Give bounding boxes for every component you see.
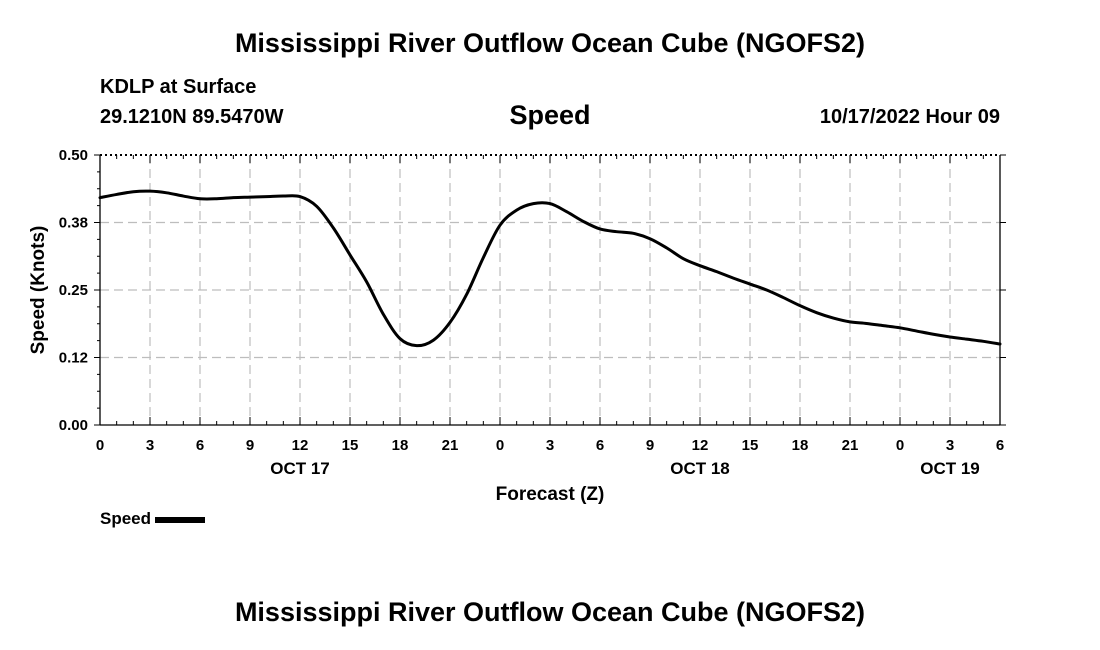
y-axis-label: Speed (Knots) [28, 226, 49, 355]
x-tick-label: 12 [692, 437, 709, 454]
x-tick-label: 9 [246, 437, 254, 454]
series-layer [98, 189, 1002, 348]
legend-swatch-speed [155, 517, 206, 523]
x-tick-label: 3 [546, 437, 554, 454]
y-tick-label: 0.25 [59, 282, 88, 299]
x-tick-label: 6 [996, 437, 1004, 454]
x-tick-label: 6 [596, 437, 604, 454]
x-tick-label: 3 [946, 437, 954, 454]
x-tick-label: 9 [646, 437, 654, 454]
x-tick-label: 0 [496, 437, 504, 454]
y-tick-label: 0.12 [59, 350, 88, 367]
station-label: KDLP at Surface [100, 76, 257, 98]
x-axis-label: Forecast (Z) [496, 484, 605, 505]
x-tick-label: 6 [196, 437, 204, 454]
variable-title: Speed [509, 100, 591, 130]
forecast-datetime: 10/17/2022 Hour 09 [819, 106, 1000, 128]
x-tick-label: 21 [442, 437, 459, 454]
tick-labels: 0 3 6 9 12 15 18 21 0 3 6 9 12 15 18 21 0 3 6 0.00 0.12 0.25 0… [59, 147, 1004, 478]
legend: Speed [100, 509, 206, 529]
x-tick-label: 18 [792, 437, 809, 454]
date-label: OCT 17 [270, 459, 330, 478]
x-tick-label: 18 [392, 437, 409, 454]
x-tick-label: 3 [146, 437, 154, 454]
x-tick-label: 15 [742, 437, 759, 454]
station-coordinates: 29.1210N 89.5470W [100, 106, 284, 128]
grid-lines [100, 155, 1000, 425]
speed-chart: 0 3 6 9 12 15 18 21 0 3 6 9 12 15 18 21 0 3 6 0.00 0.12 0.25 0… [28, 147, 1006, 505]
date-label: OCT 19 [920, 459, 980, 478]
x-tick-label: 12 [292, 437, 309, 454]
x-tick-label: 0 [896, 437, 904, 454]
x-tick-label: 21 [842, 437, 859, 454]
footer-title: Mississippi River Outflow Ocean Cube (NG… [234, 597, 866, 627]
axes [94, 154, 1006, 426]
chart-title: Mississippi River Outflow Ocean Cube (NG… [234, 28, 866, 58]
y-tick-label: 0.50 [59, 147, 88, 164]
x-tick-label: 0 [96, 437, 104, 454]
y-tick-label: 0.38 [59, 215, 88, 232]
date-label: OCT 18 [670, 459, 730, 478]
x-tick-label: 15 [342, 437, 359, 454]
y-tick-label: 0.00 [59, 417, 88, 434]
legend-label-speed: Speed [100, 509, 152, 528]
series-line-speed [98, 189, 1002, 348]
